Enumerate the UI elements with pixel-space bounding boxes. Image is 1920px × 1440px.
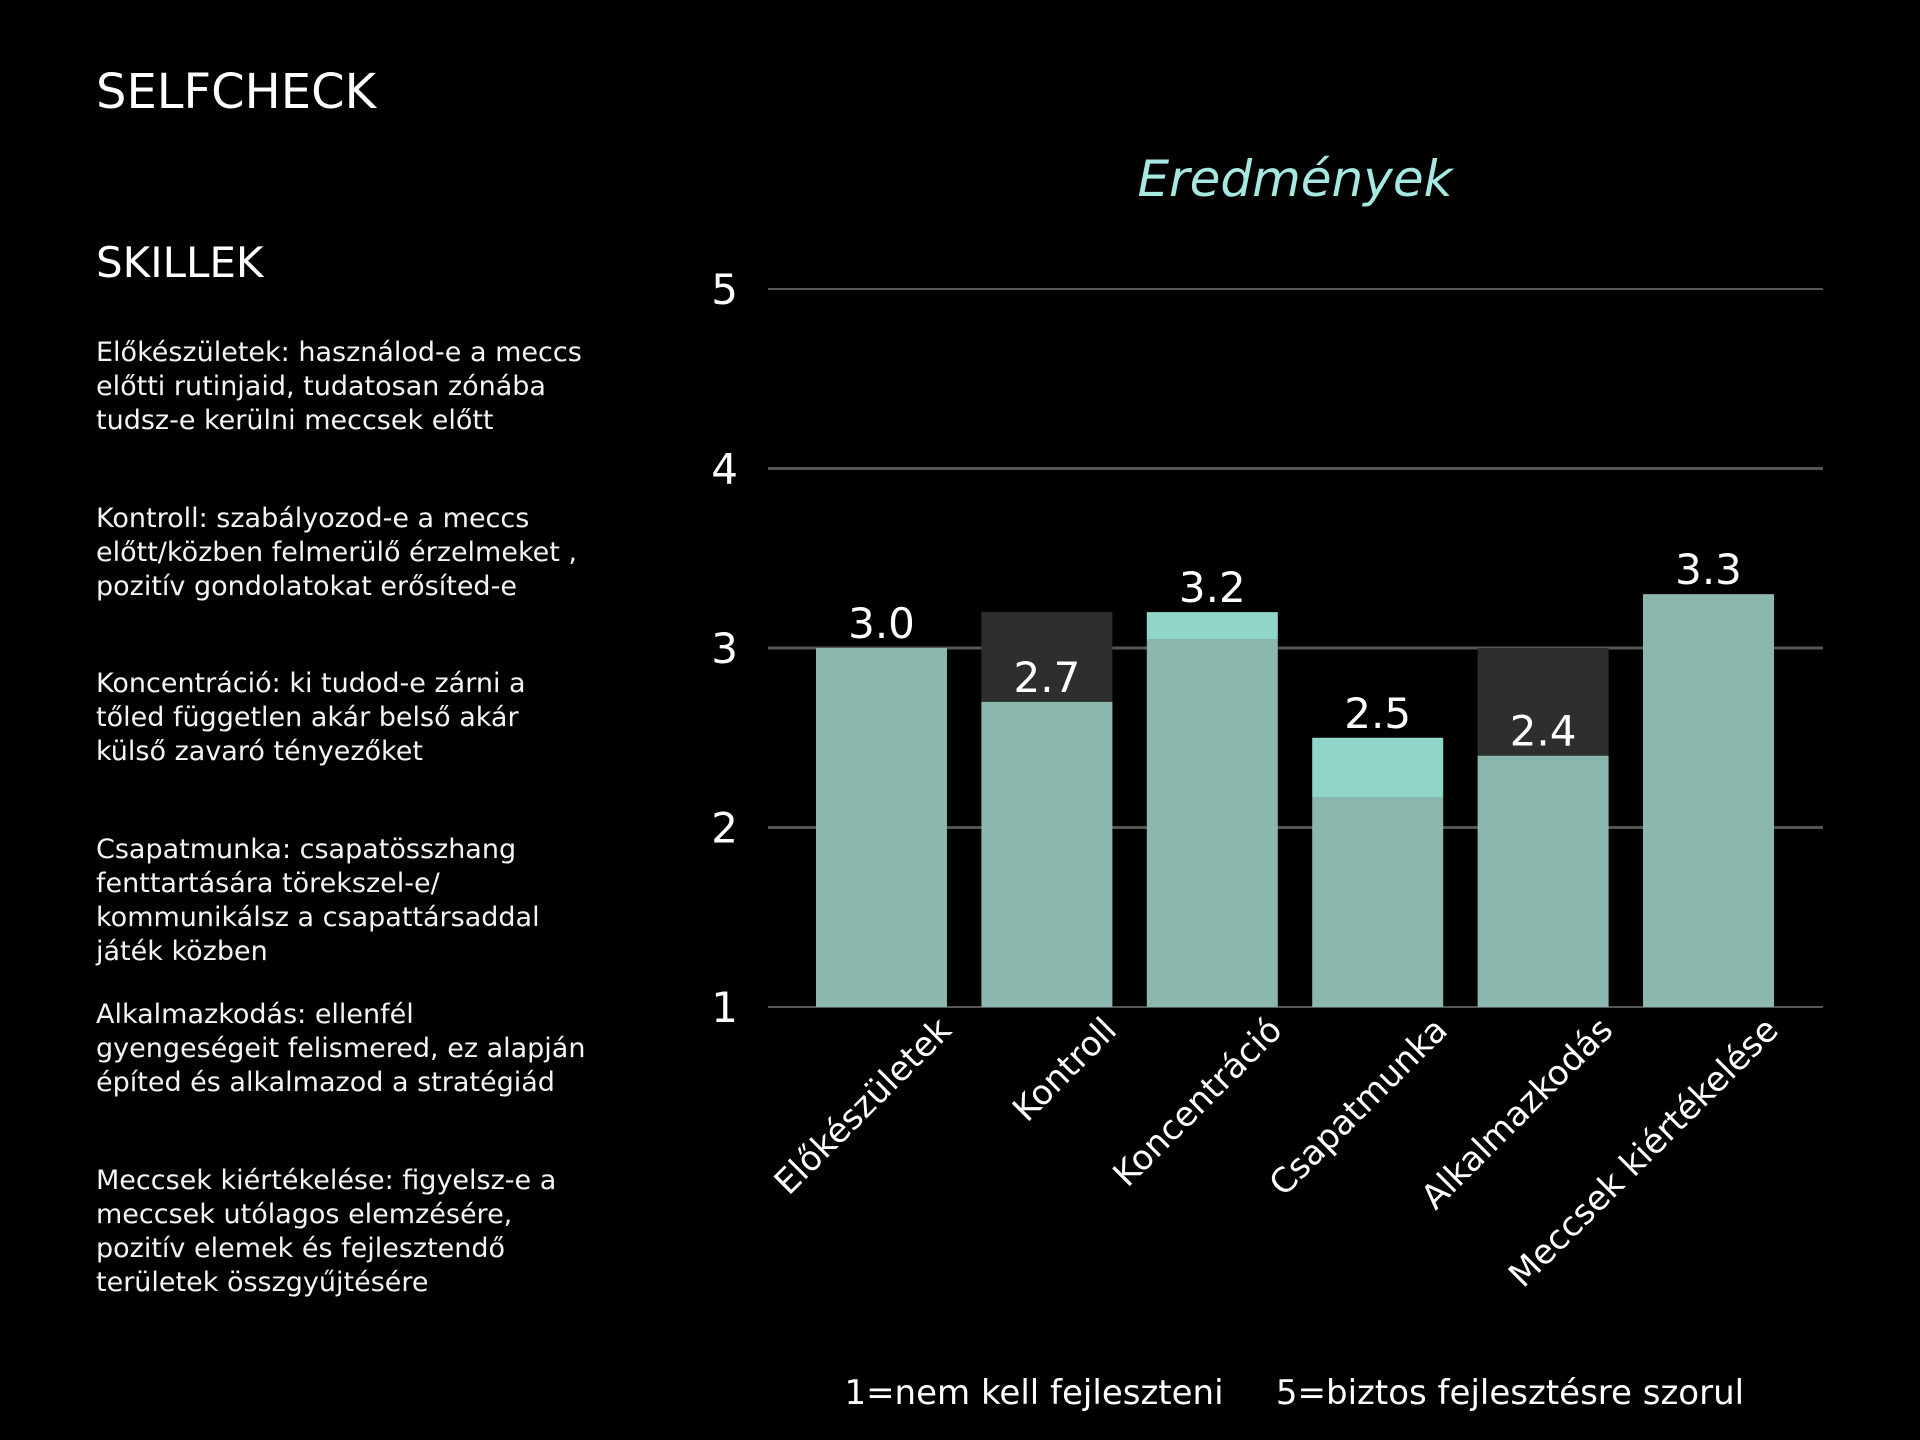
skill-list: Előkészületek: használod-e a meccs előtt… [96,336,656,1329]
bar-csapatmunka [1312,796,1444,1007]
y-tick-label-1: 1 [711,983,738,1032]
category-label-kontroll: Kontroll [1005,1010,1125,1130]
section-title: SKILLEK [96,238,264,287]
results-chart: Eredmények 1 2 3 4 5 3.0 Előkészületek 2.7 Kontr… [690,130,1920,1440]
skill-description-kontroll: Kontroll: szabályozod-e a meccs előtt/kö… [96,502,578,602]
value-label-koncentracio: 3.2 [1179,563,1246,612]
results-chart-svg: Eredmények 1 2 3 4 5 3.0 Előkészületek 2.7 Kontr… [711,150,1823,1413]
value-label-csapatmunka: 2.5 [1344,689,1411,738]
scale-note-high: 5=biztos fejlesztésre szorul [1276,1373,1744,1413]
bar-top-koncentracio [1146,612,1278,640]
chart-title: Eredmények [1137,150,1454,208]
value-label-elokeszuletek: 3.0 [848,599,915,648]
value-label-kontroll: 2.7 [1014,653,1081,702]
y-tick-label-2: 2 [711,804,738,853]
y-tick-label-4: 4 [711,445,738,494]
skill-description-alkalmazkodas: Alkalmazkodás: ellenfél gyengeségeit fel… [96,999,586,1098]
page-title: SELFCHECK [96,64,377,120]
category-label-elokeszuletek: Előkészületek [767,1010,960,1203]
category-label-csapatmunka: Csapatmunka [1262,1010,1456,1204]
scale-note-low: 1=nem kell fejleszteni [844,1373,1223,1413]
bar-kontroll [981,701,1113,1007]
bar-meccsek-kiertekelese [1643,594,1774,1007]
bar-top-csapatmunka [1312,737,1444,797]
bar-koncentracio [1146,639,1278,1007]
bar-layer [816,594,1774,1007]
y-tick-label-5: 5 [711,265,738,314]
value-label-meccsek-kiertekelese: 3.3 [1675,545,1742,594]
y-tick-label-3: 3 [711,624,738,673]
bar-elokeszuletek [816,648,947,1007]
skill-description-elokeszuletek: Előkészületek: használod-e a meccs előtt… [96,337,582,436]
bar-gap-kontroll [981,612,1113,702]
category-label-koncentracio: Koncentráció [1105,1010,1290,1195]
category-label-meccsek-kiertekelese: Meccsek kiértékelése [1501,1010,1786,1295]
bar-alkalmazkodas [1477,755,1609,1007]
bar-gap-alkalmazkodas [1477,648,1609,756]
skill-description-csapatmunka: Csapatmunka: csapatösszhang fenttartásár… [96,833,540,967]
skill-description-koncentracio: Koncentráció: ki tudod-e zárni a tőled f… [96,668,526,767]
skill-description-meccsek-kiertekelese: Meccsek kiértékelése: figyelsz-e a meccs… [96,1164,557,1298]
value-label-alkalmazkodas: 2.4 [1510,707,1577,756]
